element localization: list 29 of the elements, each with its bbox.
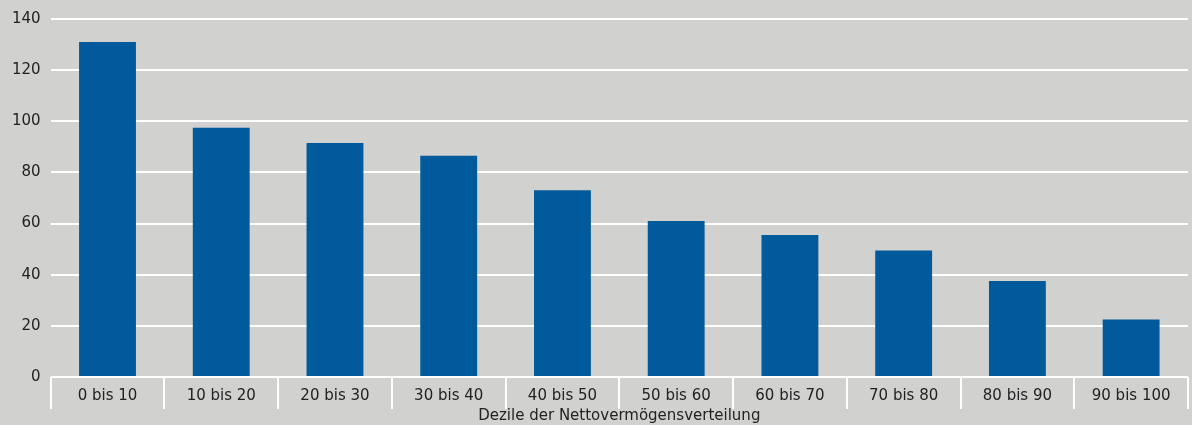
bar [988,281,1046,376]
bar [306,143,364,376]
y-tick-label: 60 [21,213,41,232]
bar [192,127,250,376]
y-tick-label: 140 [11,8,41,27]
x-tick-label: 0 bis 10 [77,385,138,404]
x-axis-title: Dezile der Nettovermögensverteilung [478,405,761,424]
bar [420,155,478,376]
x-tick-label: 10 bis 20 [186,385,256,404]
y-tick-label: 80 [21,162,41,181]
x-tick-label: 60 bis 70 [755,385,825,404]
x-tick-label: 50 bis 60 [641,385,711,404]
bar [647,221,705,376]
y-tick-label: 120 [11,60,41,79]
x-tick-label: 30 bis 40 [414,385,484,404]
bar [875,250,933,376]
y-tick-label: 20 [21,315,41,334]
x-tick-label: 20 bis 30 [300,385,370,404]
x-tick-label: 90 bis 100 [1091,385,1171,404]
y-tick-label: 40 [21,264,41,283]
y-tick-label: 100 [11,111,41,130]
bar [1102,319,1160,376]
y-tick-label: 0 [31,366,41,385]
x-tick-label: 40 bis 50 [527,385,598,404]
bar [534,190,591,376]
x-tick-label: 70 bis 80 [869,385,939,404]
bar [79,42,136,376]
x-tick-label: 80 bis 90 [982,385,1052,404]
bar [761,235,819,376]
